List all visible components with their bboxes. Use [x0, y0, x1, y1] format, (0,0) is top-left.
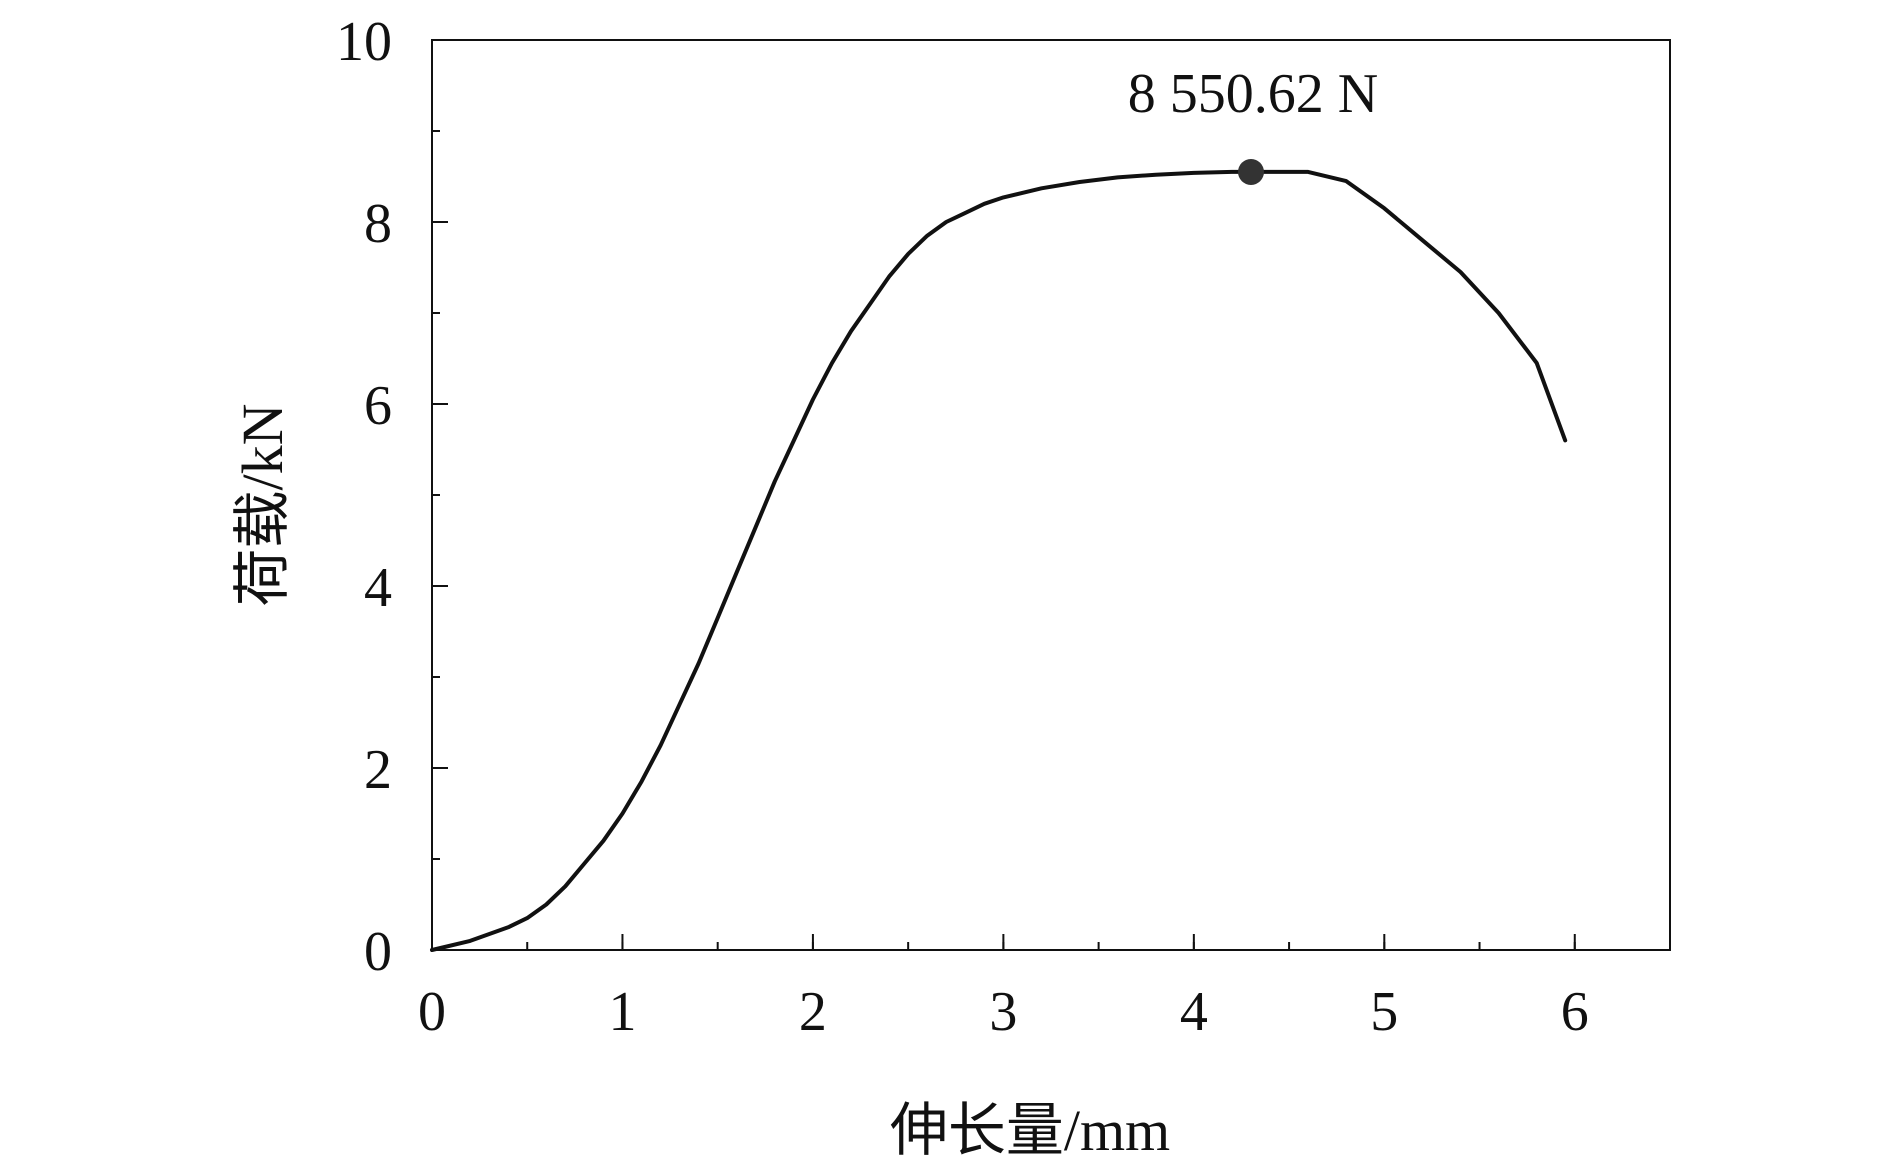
- x-axis-title: 伸长量/mm: [890, 1098, 1170, 1163]
- x-tick-label: 2: [799, 981, 827, 1043]
- y-tick-label: 6: [364, 375, 392, 437]
- load-curve-line: [430, 169, 1568, 952]
- plot-area: [431, 39, 1671, 951]
- x-tick-label: 4: [1180, 981, 1208, 1043]
- x-tick-label: 3: [989, 981, 1017, 1043]
- max-load-point: [1237, 158, 1264, 185]
- y-tick-label: 8: [364, 193, 392, 255]
- y-tick-label: 10: [336, 11, 392, 73]
- annotation-layer: 8 550.62 N: [1128, 63, 1378, 185]
- x-tick-label: 1: [608, 981, 636, 1043]
- y-tick-label: 2: [364, 739, 392, 801]
- max-load-label: 8 550.62 N: [1128, 63, 1378, 125]
- y-tick-label: 4: [364, 557, 392, 619]
- y-tick-label: 0: [364, 921, 392, 983]
- series-layer: [430, 169, 1568, 952]
- y-axis-title: 荷载/kN: [230, 403, 295, 606]
- x-axis: 0 1 2 3 4 5 6: [418, 934, 1671, 1043]
- y-axis: 0 2 4 6 8 10: [336, 11, 448, 983]
- x-tick-label: 5: [1370, 981, 1398, 1043]
- x-tick-label: 6: [1561, 981, 1589, 1043]
- x-tick-label: 0: [418, 981, 446, 1043]
- plot-border: [431, 39, 1671, 951]
